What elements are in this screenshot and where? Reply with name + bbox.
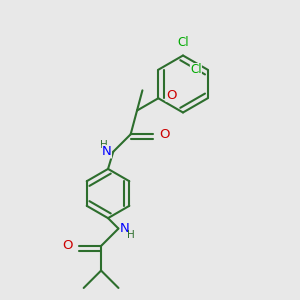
Text: N: N	[120, 222, 130, 235]
Text: N: N	[102, 145, 112, 158]
Text: Cl: Cl	[190, 63, 202, 76]
Text: O: O	[159, 128, 169, 141]
Text: H: H	[128, 230, 135, 240]
Text: Cl: Cl	[177, 36, 189, 49]
Text: O: O	[62, 239, 73, 253]
Text: H: H	[100, 140, 108, 150]
Text: O: O	[166, 89, 176, 102]
